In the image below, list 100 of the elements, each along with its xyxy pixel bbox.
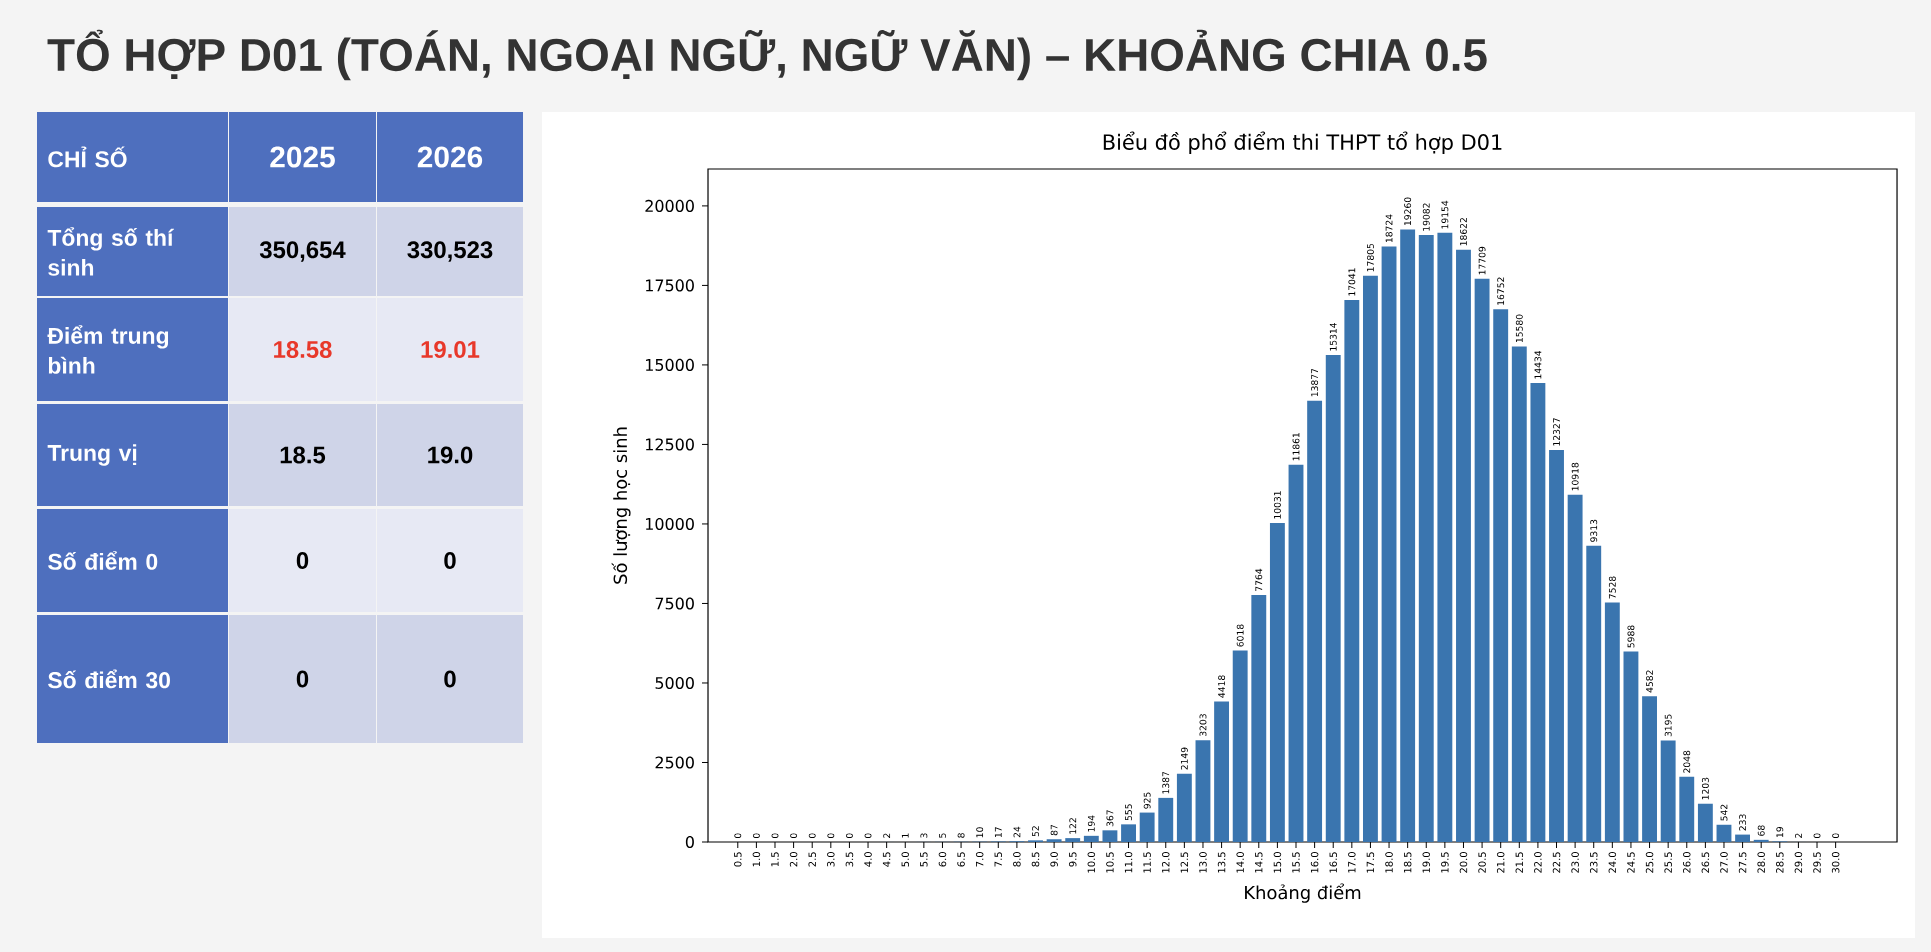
data-label: 0 [790,833,798,839]
text: TỔ HỢP D01 (TOÁN, NGOẠI NGỮ, NGỮ VĂN) – KHOẢNG CHIA 0.5 [47,29,1487,81]
x-tick-label: 10.5 [1106,852,1114,873]
x-tick-label: 2.0 [789,852,798,867]
data-label: 0 [752,833,760,839]
x-tick-label: 10.0 [1087,852,1096,873]
text: Số điểm 0 [48,551,158,570]
data-label: 542 [1720,804,1728,821]
text: 18.58 [274,341,332,358]
x-tick-label: 22.5 [1552,852,1561,873]
bar [1307,400,1323,842]
y-axis-title: Số lượng học sinh [611,427,631,584]
data-label: 2 [1795,833,1802,838]
bar [1232,650,1248,842]
x-tick-label: 25.0 [1645,852,1654,873]
data-label: 5988 [1627,625,1635,648]
data-label: 233 [1739,814,1747,831]
bar [1493,309,1509,842]
x-tick-label: 18.0 [1385,852,1393,873]
data-label: 194 [1087,815,1095,832]
text: 0 [296,552,309,569]
data-label: 0 [827,833,835,839]
x-tick-label: 5.5 [920,852,928,867]
bar [1604,602,1620,842]
text: Tổng số thí sinh [47,227,175,276]
text: 0 [444,552,456,569]
x-tick-label: 24.0 [1608,852,1617,873]
text: 0 [444,670,456,688]
x-tick-label: 9.5 [1068,852,1077,867]
bar [1139,812,1155,842]
x-tick-label: 23.0 [1571,852,1579,873]
data-label: 17805 [1366,243,1374,272]
bar [1437,232,1453,842]
x-tick-label: 6.0 [938,852,947,867]
x-tick-label: 3.5 [845,852,854,867]
data-label: 0 [771,833,779,839]
bar [1530,382,1546,842]
y-tick-label: 2500 [655,756,694,769]
data-label: 3 [920,833,928,838]
bar [1511,346,1527,842]
bar [1158,797,1174,842]
data-label: 2149 [1180,747,1188,770]
data-label: 17041 [1348,268,1356,296]
bar [1418,235,1434,842]
x-tick-label: 29.0 [1794,852,1803,873]
data-label: 13877 [1311,368,1319,397]
y-tick-label: 20000 [645,199,694,212]
bar [1660,740,1676,842]
data-label: 1387 [1162,771,1170,794]
data-label: 0 [808,833,816,839]
x-tick-label: 4.5 [882,852,891,867]
x-tick-label: 18.5 [1403,852,1412,873]
y-tick-label: 17500 [646,279,694,292]
x-tick-label: 25.5 [1664,852,1672,873]
text: CHỈ SỐ [48,146,127,168]
data-label: 3203 [1199,714,1207,737]
x-tick-label: 16.5 [1329,852,1337,873]
bar [1251,595,1267,842]
x-tick-label: 26.0 [1682,852,1691,873]
data-label: 3195 [1664,714,1672,737]
x-tick-label: 5.0 [901,852,910,867]
data-label: 0 [1813,833,1821,839]
bar [1288,464,1304,842]
text: 18.5 [280,446,326,464]
data-label: 24 [1013,826,1021,838]
y-tick-label: 7500 [655,597,694,610]
data-label: 19154 [1441,200,1449,229]
data-label: 7528 [1608,576,1616,599]
x-tick-label: 23.5 [1589,852,1598,873]
x-tick-label: 28.0 [1757,852,1765,873]
data-label: 1 [901,833,909,838]
text: Số điểm 30 [48,669,170,689]
bar [1549,449,1564,842]
data-label: 555 [1125,804,1132,821]
x-tick-label: 11.5 [1143,852,1151,873]
x-tick-label: 19.5 [1441,852,1449,873]
x-tick-label: 19.0 [1422,852,1431,873]
x-tick-label: 0.5 [734,852,742,867]
data-label: 4418 [1218,675,1226,698]
data-label: 68 [1757,825,1765,836]
text: Điểm trung bình [47,325,169,374]
bar [1195,740,1211,842]
text: 2026 [417,146,483,168]
data-label: 8 [957,833,965,838]
x-tick-label: 17.0 [1348,852,1356,873]
bar [1362,275,1378,842]
bar [1456,249,1471,842]
data-label: 18622 [1460,218,1467,246]
y-tick-label: 15000 [646,358,694,371]
y-tick-label: 10000 [646,517,694,530]
x-tick-label: 29.5 [1813,852,1821,873]
x-tick-label: 20.0 [1459,852,1468,873]
data-label: 87 [1050,824,1058,836]
bar [1716,824,1732,842]
data-label: 7764 [1255,568,1263,591]
bar [1214,701,1230,842]
x-tick-label: 7.0 [975,852,984,867]
x-tick-label: 16.0 [1310,852,1319,873]
data-label: 122 [1069,818,1077,834]
x-tick-label: 27.5 [1738,852,1747,873]
